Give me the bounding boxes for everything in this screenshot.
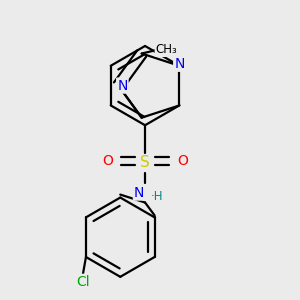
Text: O: O — [177, 154, 188, 168]
Text: Cl: Cl — [76, 275, 90, 289]
Text: S: S — [140, 155, 150, 170]
Text: O: O — [102, 154, 113, 168]
Text: N: N — [117, 79, 128, 93]
Text: N: N — [134, 186, 144, 200]
Text: ·H: ·H — [151, 190, 163, 203]
Text: N: N — [174, 57, 184, 71]
Text: CH₃: CH₃ — [156, 43, 177, 56]
